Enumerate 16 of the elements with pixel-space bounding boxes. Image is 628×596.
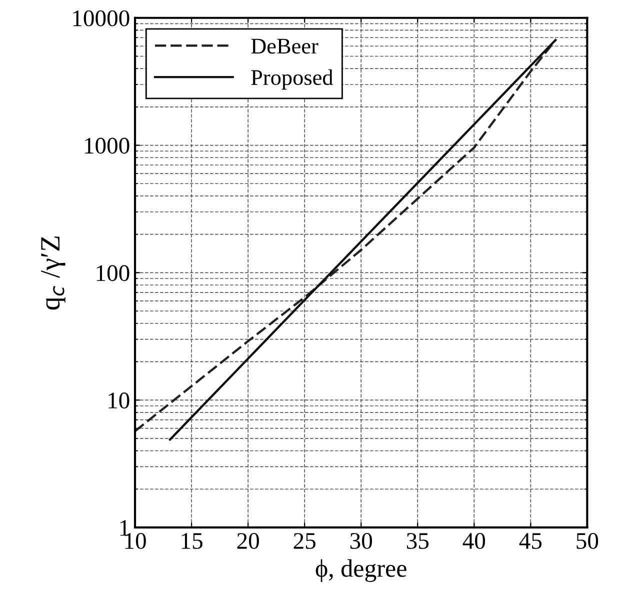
x-tick-label: 40 <box>462 533 486 549</box>
x-tick-label: 35 <box>406 533 429 549</box>
y-tick-label: 100 <box>96 265 130 282</box>
legend-label: DeBeer <box>251 38 318 54</box>
x-tick-label: 15 <box>182 533 202 549</box>
y-tick-label: 10 <box>108 392 130 408</box>
y-axis-title: q$_{c}$ /γ′Z <box>41 236 66 310</box>
y-tick-label: 1000 <box>85 138 130 154</box>
x-tick-label: 45 <box>519 533 542 549</box>
x-axis-title: ϕ, degree <box>316 559 406 582</box>
legend-label: Proposed <box>251 69 334 90</box>
x-tick-label: 20 <box>237 533 259 549</box>
y-tick-label: 10000 <box>73 10 130 26</box>
x-tick-label: 50 <box>576 533 598 549</box>
x-tick-label: 30 <box>350 533 372 549</box>
x-tick-label: 25 <box>294 533 316 549</box>
